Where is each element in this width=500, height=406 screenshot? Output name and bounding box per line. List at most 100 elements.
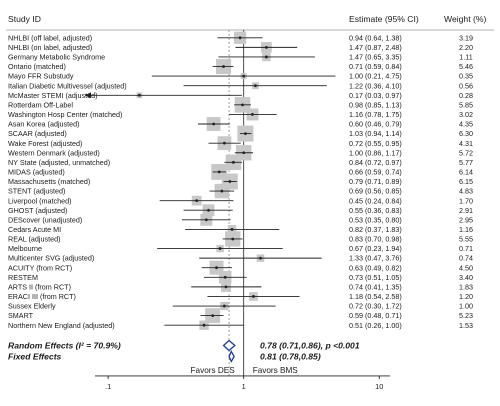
study-weight: 5.55 bbox=[459, 235, 473, 244]
point-estimate bbox=[222, 65, 225, 68]
study-weight: 1.11 bbox=[459, 53, 472, 62]
point-estimate bbox=[212, 122, 216, 126]
study-label: Ontario (matched) bbox=[8, 62, 66, 71]
study-weight: 5.46 bbox=[459, 62, 473, 71]
point-estimate bbox=[232, 160, 235, 164]
summary-estimate: 0.78 (0.71,0.86), p <0.001 bbox=[260, 340, 360, 350]
favors-bms-label: Favors BMS bbox=[253, 366, 299, 375]
study-estimate: 0.17 (0.03, 0.97) bbox=[349, 91, 402, 100]
study-estimate: 1.33 (0.47, 3.76) bbox=[349, 254, 402, 263]
study-label: GHOST (adjusted) bbox=[8, 206, 67, 215]
study-label: Mayo FFR Substudy bbox=[8, 72, 74, 81]
study-weight: 3.19 bbox=[459, 33, 473, 42]
point-estimate bbox=[242, 74, 246, 78]
study-label: ACUITY (from RCT) bbox=[8, 263, 72, 272]
study-label: McMaster STEMI (adjusted) bbox=[8, 91, 97, 100]
header-study-id: Study ID bbox=[8, 14, 41, 24]
ci-arrow-left bbox=[85, 92, 91, 99]
study-label: Melbourne bbox=[8, 244, 42, 253]
point-estimate bbox=[202, 323, 206, 327]
study-estimate: 0.84 (0.72, 0.97) bbox=[349, 158, 402, 167]
point-estimate bbox=[264, 55, 268, 59]
study-label: Massachusetts (matched) bbox=[8, 177, 90, 186]
summary-label: Fixed Effects bbox=[8, 351, 62, 361]
point-estimate bbox=[223, 275, 227, 279]
study-weight: 4.83 bbox=[459, 187, 473, 196]
study-estimate: 0.82 (0.37, 1.83) bbox=[349, 225, 402, 234]
x-tick-label: .1 bbox=[105, 382, 111, 391]
study-weight: 6.30 bbox=[459, 129, 473, 138]
study-estimate: 1.47 (0.65, 3.35) bbox=[349, 53, 402, 62]
point-estimate bbox=[211, 314, 215, 318]
study-estimate: 0.69 (0.56, 0.85) bbox=[349, 187, 402, 196]
study-estimate: 0.60 (0.46, 0.79) bbox=[349, 120, 402, 129]
point-estimate bbox=[195, 199, 199, 203]
study-estimate: 0.79 (0.71, 0.89) bbox=[349, 177, 402, 186]
plot-marks: NHLBI (off label, adjusted) 0.94 (0.64, 1… bbox=[8, 30, 473, 391]
study-weight: 1.53 bbox=[459, 321, 473, 330]
study-label: Multicenter SVG (adjusted) bbox=[8, 254, 94, 263]
favors-des-label: Favors DES bbox=[191, 366, 236, 375]
study-estimate: 0.63 (0.49, 0.82) bbox=[349, 263, 402, 272]
study-label: RESTEM bbox=[8, 273, 38, 282]
study-label: Sussex Elderly bbox=[8, 302, 56, 311]
summary-diamond bbox=[228, 350, 235, 363]
study-estimate: 0.53 (0.35, 0.80) bbox=[349, 215, 402, 224]
point-estimate bbox=[251, 113, 254, 116]
point-estimate bbox=[220, 189, 224, 193]
study-label: Rotterdam Off-Label bbox=[8, 100, 73, 109]
point-estimate bbox=[204, 218, 208, 222]
study-estimate: 0.51 (0.26, 1.00) bbox=[349, 321, 402, 330]
study-estimate: 0.72 (0.55, 0.95) bbox=[349, 139, 402, 148]
study-estimate: 0.55 (0.36, 0.83) bbox=[349, 206, 402, 215]
study-label: Northern New England (adjusted) bbox=[8, 321, 115, 330]
study-label: MIDAS (adjusted) bbox=[8, 168, 65, 177]
study-label: NHLBI (on label, adjusted) bbox=[8, 43, 92, 52]
point-estimate bbox=[252, 295, 255, 298]
point-estimate bbox=[230, 227, 234, 231]
point-estimate bbox=[241, 103, 244, 107]
header-weight: Weight (%) bbox=[444, 14, 486, 24]
study-label: STENT (adjusted) bbox=[8, 187, 65, 196]
study-estimate: 1.03 (0.94, 1.14) bbox=[349, 129, 402, 138]
study-label: Asan Korea (adjusted) bbox=[8, 120, 80, 129]
point-estimate bbox=[215, 266, 218, 270]
point-estimate bbox=[231, 237, 235, 241]
study-label: Liverpool (matched) bbox=[8, 196, 72, 205]
study-weight: 4.31 bbox=[459, 139, 473, 148]
study-label: Washington Hosp Center (matched) bbox=[8, 110, 122, 119]
study-weight: 1.16 bbox=[459, 225, 473, 234]
study-label: SMART bbox=[8, 311, 34, 320]
study-label: Italian Diabetic Multivessel (adjusted) bbox=[8, 81, 127, 90]
summary-label: Random Effects (I² = 70.9%) bbox=[8, 340, 121, 350]
study-label: Western Denmark (adjusted) bbox=[8, 148, 100, 157]
study-weight: 6.15 bbox=[459, 177, 473, 186]
point-estimate bbox=[222, 304, 226, 308]
study-label: ARTS II (from RCT) bbox=[8, 282, 71, 291]
study-estimate: 0.59 (0.48, 0.71) bbox=[349, 311, 402, 320]
study-estimate: 1.18 (0.54, 2.58) bbox=[349, 292, 402, 301]
point-estimate bbox=[218, 247, 222, 250]
study-weight: 4.50 bbox=[459, 263, 473, 272]
study-weight: 1.00 bbox=[459, 302, 473, 311]
study-weight: 5.85 bbox=[459, 100, 473, 109]
study-weight: 1.83 bbox=[459, 282, 473, 291]
study-weight: 0.35 bbox=[459, 72, 473, 81]
study-label: SCAAR (adjusted) bbox=[8, 129, 67, 138]
point-estimate bbox=[228, 180, 232, 183]
study-label: NY State (adjusted, unmatched) bbox=[8, 158, 110, 167]
header-estimate: Estimate (95% CI) bbox=[349, 14, 419, 24]
study-estimate: 0.83 (0.70, 0.98) bbox=[349, 235, 402, 244]
study-label: Germany Metabolic Syndrome bbox=[8, 53, 105, 62]
study-label: NHLBI (off label, adjusted) bbox=[8, 33, 92, 42]
study-weight: 0.28 bbox=[459, 91, 473, 100]
study-weight: 5.72 bbox=[459, 148, 473, 157]
study-weight: 5.23 bbox=[459, 311, 473, 320]
x-tick-label: 1 bbox=[242, 382, 246, 391]
point-estimate bbox=[254, 84, 257, 88]
study-estimate: 0.74 (0.41, 1.35) bbox=[349, 282, 402, 291]
study-estimate: 0.98 (0.85, 1.13) bbox=[349, 100, 402, 109]
study-label: ERACI III (from RCT) bbox=[8, 292, 76, 301]
